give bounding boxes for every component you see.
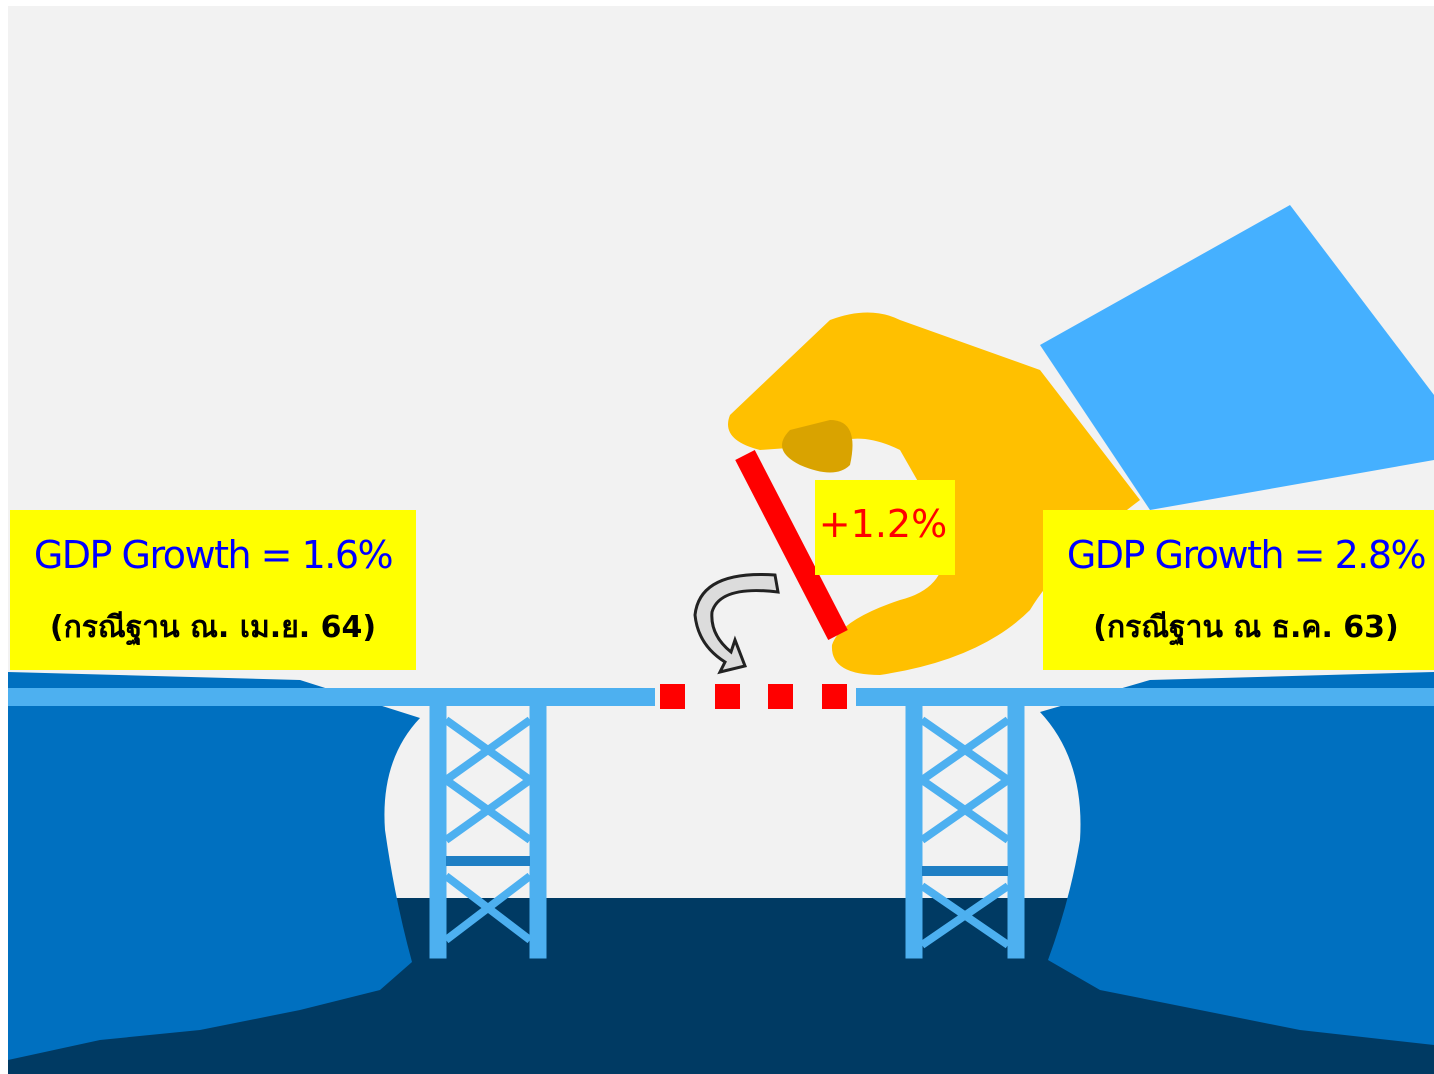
sleeve bbox=[1040, 205, 1434, 510]
deck-right bbox=[856, 688, 1434, 706]
change-box bbox=[815, 480, 955, 575]
left-box bbox=[10, 510, 416, 670]
finger-shadow bbox=[782, 420, 853, 473]
tower-left bbox=[429, 699, 547, 959]
bridge-piece bbox=[735, 449, 848, 641]
change-label: +1.2% bbox=[819, 502, 947, 546]
tower-right bbox=[905, 699, 1025, 959]
missing-section bbox=[660, 684, 847, 709]
right-subtitle: (กรณีฐาน ณ ธ.ค. 63) bbox=[1093, 610, 1399, 647]
cliff-left bbox=[8, 672, 420, 1060]
left-subtitle: (กรณีฐาน ณ. เม.ย. 64) bbox=[50, 610, 376, 647]
left-title: GDP Growth = 1.6% bbox=[34, 533, 393, 577]
right-title: GDP Growth = 2.8% bbox=[1067, 533, 1426, 577]
curved-arrow bbox=[693, 573, 780, 675]
cliff-right bbox=[1040, 672, 1434, 1045]
right-box bbox=[1043, 510, 1434, 670]
deck-left bbox=[8, 688, 655, 706]
